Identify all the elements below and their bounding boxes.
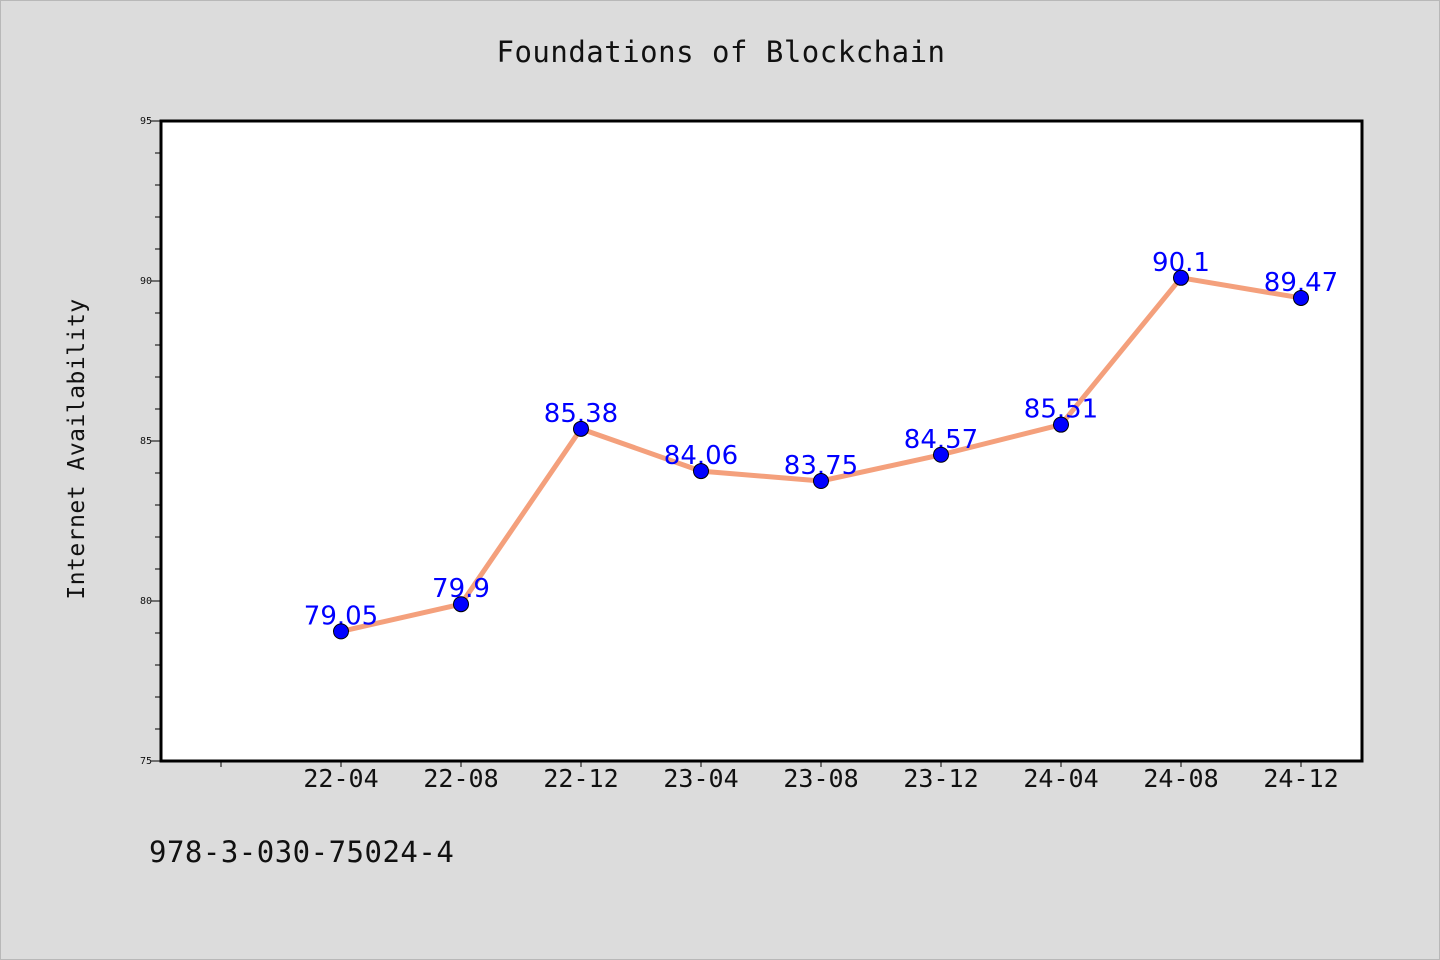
footer-code: 978-3-030-75024-4 <box>149 835 455 869</box>
chart-title: Foundations of Blockchain <box>496 35 946 69</box>
data-point <box>1293 289 1309 306</box>
data-point <box>333 623 349 640</box>
y-tick-label: 85 <box>140 436 152 447</box>
x-tick-label: 22-04 <box>303 764 378 793</box>
y-tick-label: 80 <box>140 596 152 607</box>
data-point <box>573 420 589 437</box>
data-point <box>813 473 829 489</box>
x-tick-label: 22-08 <box>423 764 498 793</box>
x-axis-ticks: 22-04 22-08 22-12 23-04 23-08 23-12 24-04 24-08… <box>220 761 1339 793</box>
y-axis-ticks: 75 80 85 90 95 <box>140 116 161 767</box>
x-tick-label: 24-08 <box>1143 764 1218 793</box>
data-point <box>453 596 469 613</box>
plot-area <box>159 119 1364 763</box>
x-tick-label: 23-12 <box>903 764 978 793</box>
data-point <box>1053 416 1069 433</box>
y-tick-label: 75 <box>140 756 152 767</box>
y-tick-label: 95 <box>140 116 152 127</box>
x-tick-label: 24-04 <box>1023 764 1098 793</box>
data-point <box>1173 269 1189 286</box>
data-point <box>693 463 709 480</box>
x-tick-label: 23-04 <box>663 764 738 793</box>
x-tick-label: 24-12 <box>1263 764 1338 793</box>
x-tick-label: 22-12 <box>543 764 618 793</box>
y-tick-label: 90 <box>140 276 152 287</box>
data-point <box>933 446 949 463</box>
x-tick-label: 23-08 <box>783 764 858 793</box>
